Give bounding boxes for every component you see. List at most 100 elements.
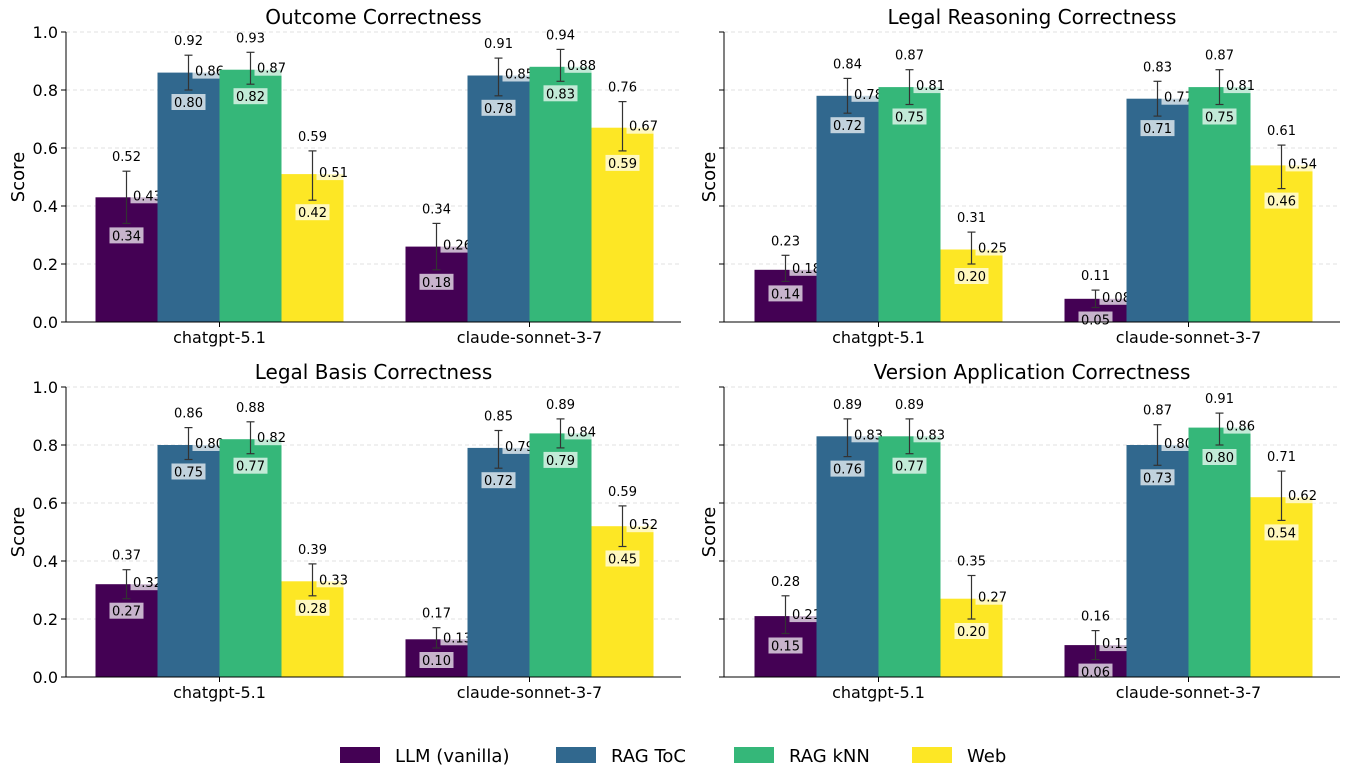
legend-swatch	[556, 747, 596, 763]
upper-value-label: 0.91	[1205, 392, 1234, 407]
bar	[1250, 165, 1313, 322]
mean-label-box	[192, 62, 227, 79]
bar	[219, 69, 282, 322]
upper-value-label: 0.89	[833, 398, 862, 413]
lower-label-box	[605, 154, 640, 171]
lower-value-label: 0.75	[895, 111, 924, 126]
lower-value-label: 0.34	[112, 229, 141, 244]
mean-value-label: 0.83	[854, 428, 883, 443]
bar	[878, 436, 941, 677]
mean-value-label: 0.27	[978, 591, 1007, 606]
lower-value-label: 0.20	[957, 625, 986, 640]
bar	[281, 581, 344, 677]
upper-value-label: 0.28	[771, 575, 800, 590]
lower-value-label: 0.80	[1205, 451, 1234, 466]
x-tick-label: chatgpt-5.1	[832, 683, 925, 702]
lower-label-box	[295, 204, 330, 221]
mean-label-box	[1099, 635, 1134, 652]
mean-value-label: 0.80	[195, 437, 224, 452]
legend-label: RAG ToC	[611, 746, 686, 767]
mean-label-box	[502, 65, 537, 82]
bar	[529, 66, 592, 322]
upper-value-label: 0.87	[1205, 49, 1234, 64]
bar	[467, 75, 530, 322]
mean-value-label: 0.82	[257, 431, 286, 446]
y-tick-label: 0.4	[33, 197, 58, 216]
upper-value-label: 0.85	[484, 410, 513, 425]
lower-value-label: 0.79	[546, 454, 575, 469]
bar	[1188, 87, 1251, 322]
y-tick-label: 0.0	[33, 668, 58, 687]
mean-value-label: 0.33	[319, 573, 348, 588]
lower-label-box	[419, 652, 454, 668]
upper-value-label: 0.93	[236, 31, 265, 46]
lower-label-box	[481, 99, 516, 116]
legend-swatch	[912, 747, 952, 763]
mean-label-box	[502, 437, 537, 454]
panel-3: 0.0 0.2 0.4 0.6 0.8 1.0 0.37 0.27 0.32 0.17 0.10 0.…	[8, 360, 681, 702]
upper-value-label: 0.87	[895, 49, 924, 64]
y-tick-label: 0.0	[33, 313, 58, 332]
lower-label-box	[892, 457, 927, 474]
upper-value-label: 0.94	[546, 28, 575, 43]
mean-value-label: 0.13	[443, 631, 472, 646]
bar	[1188, 427, 1251, 677]
lower-value-label: 0.05	[1081, 314, 1110, 329]
upper-value-label: 0.34	[422, 202, 451, 217]
bar	[878, 87, 941, 322]
lower-value-label: 0.73	[1143, 471, 1172, 486]
mean-label-box	[1161, 435, 1196, 451]
bar	[591, 526, 654, 677]
lower-value-label: 0.83	[546, 87, 575, 102]
lower-value-label: 0.77	[895, 460, 924, 475]
mean-value-label: 0.85	[505, 68, 534, 83]
mean-label-box	[564, 56, 599, 73]
chart-title: Outcome Correctness	[265, 5, 481, 29]
lower-value-label: 0.77	[236, 460, 265, 475]
mean-label-box	[975, 239, 1010, 256]
mean-label-box	[626, 516, 661, 533]
mean-label-box	[440, 629, 475, 646]
y-axis-label: Score	[8, 507, 29, 557]
lower-label-box	[481, 472, 516, 489]
x-tick-label: claude-sonnet-3-7	[1116, 328, 1261, 347]
bar	[157, 445, 220, 677]
lower-label-box	[1264, 192, 1299, 209]
upper-value-label: 0.76	[608, 81, 637, 96]
lower-value-label: 0.14	[771, 287, 800, 302]
lower-label-box	[830, 460, 865, 477]
y-axis-label: Score	[699, 507, 720, 557]
y-tick-label: 1.0	[33, 378, 58, 397]
mean-label-box	[1099, 288, 1134, 305]
upper-value-label: 0.89	[546, 398, 575, 413]
lower-label-box	[233, 88, 268, 105]
y-tick-label: 0.6	[33, 139, 58, 158]
lower-value-label: 0.71	[1143, 122, 1172, 137]
mean-value-label: 0.79	[505, 440, 534, 455]
lower-label-box	[1264, 524, 1299, 541]
mean-value-label: 0.86	[195, 65, 224, 80]
bar	[1250, 497, 1313, 677]
mean-label-box	[192, 435, 227, 451]
lower-label-box	[1140, 120, 1175, 137]
upper-value-label: 0.83	[1143, 60, 1172, 75]
mean-value-label: 0.11	[1102, 637, 1131, 652]
x-tick-label: chatgpt-5.1	[173, 683, 266, 702]
upper-value-label: 0.87	[1143, 404, 1172, 419]
panel-1: 0.0 0.2 0.4 0.6 0.8 1.0 0.52 0.34 0.43 0.34 0.18 0.…	[8, 5, 681, 347]
legend: LLM (vanilla) RAG ToC RAG kNN Web	[340, 746, 1006, 767]
y-tick-label: 1.0	[33, 23, 58, 42]
y-tick-label: 0.2	[33, 610, 58, 629]
lower-label-box	[543, 451, 578, 468]
mean-value-label: 0.62	[1288, 489, 1317, 504]
upper-value-label: 0.17	[422, 607, 451, 622]
mean-label-box	[1223, 417, 1258, 434]
mean-label-box	[1223, 77, 1258, 94]
mean-value-label: 0.77	[1164, 91, 1193, 106]
upper-value-label: 0.59	[608, 485, 637, 500]
upper-value-label: 0.35	[957, 555, 986, 570]
lower-value-label: 0.75	[174, 466, 203, 481]
y-axis-label: Score	[8, 152, 29, 202]
lower-label-box	[1140, 469, 1175, 486]
mean-value-label: 0.81	[1226, 79, 1255, 94]
